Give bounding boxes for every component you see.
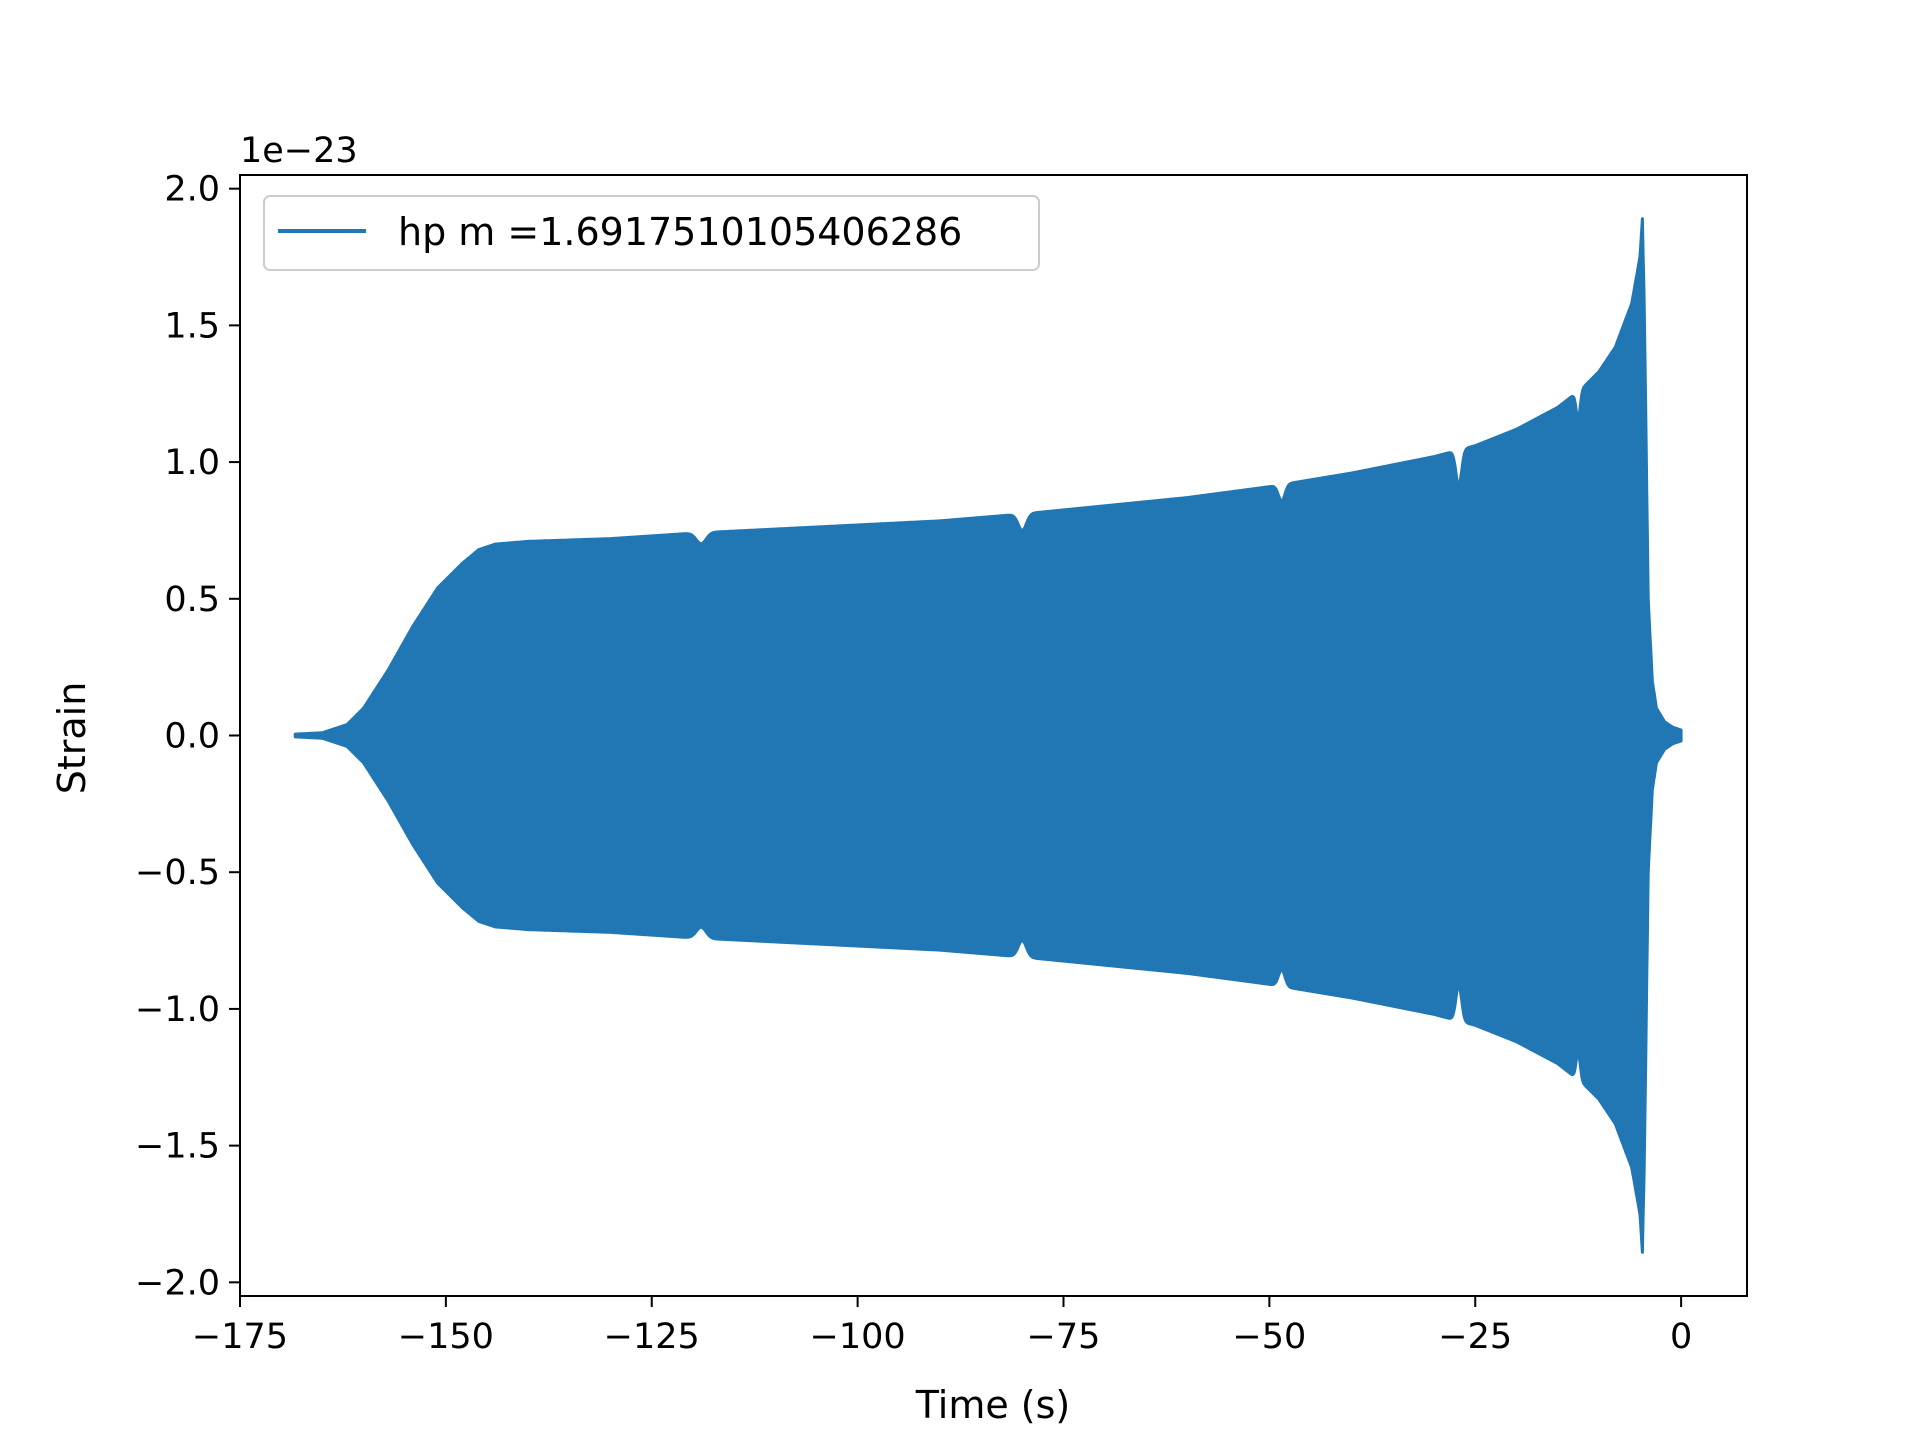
x-tick-label: −75 <box>1027 1317 1101 1357</box>
x-tick-label: −125 <box>604 1317 700 1357</box>
y-axis-offset-text: 1e−23 <box>240 131 358 171</box>
x-axis-label: Time (s) <box>915 1383 1071 1427</box>
x-tick-label: −150 <box>398 1317 494 1357</box>
y-tick-label: 2.0 <box>164 170 220 210</box>
x-tick-label: −25 <box>1438 1317 1512 1357</box>
y-tick-label: 0.5 <box>164 580 220 620</box>
plot-area <box>293 217 1683 1254</box>
series-waveform <box>293 217 1683 1254</box>
y-tick-label: −1.5 <box>135 1127 220 1167</box>
axes: −175 −150 −125 −100 −75 −50 −25 0 −2.0 −1.5 −1.0 −0… <box>135 170 1748 1357</box>
x-tick-label: −100 <box>810 1317 906 1357</box>
y-tick-label: −1.0 <box>135 990 220 1030</box>
legend-label: hp m =1.6917510105406286 <box>398 210 962 254</box>
y-tick-label: −0.5 <box>135 853 220 893</box>
y-tick-label: 1.5 <box>164 306 220 346</box>
x-tick-label: −175 <box>192 1317 288 1357</box>
legend: hp m =1.6917510105406286 <box>263 195 1040 271</box>
y-tick-label: 1.0 <box>164 443 220 483</box>
y-tick-label: 0.0 <box>164 717 220 757</box>
y-axis-label: Strain <box>50 682 94 795</box>
x-tick-label: −50 <box>1232 1317 1306 1357</box>
x-tick-label: 0 <box>1670 1317 1692 1357</box>
y-tick-label: −2.0 <box>135 1263 220 1303</box>
legend-box <box>263 195 1040 271</box>
